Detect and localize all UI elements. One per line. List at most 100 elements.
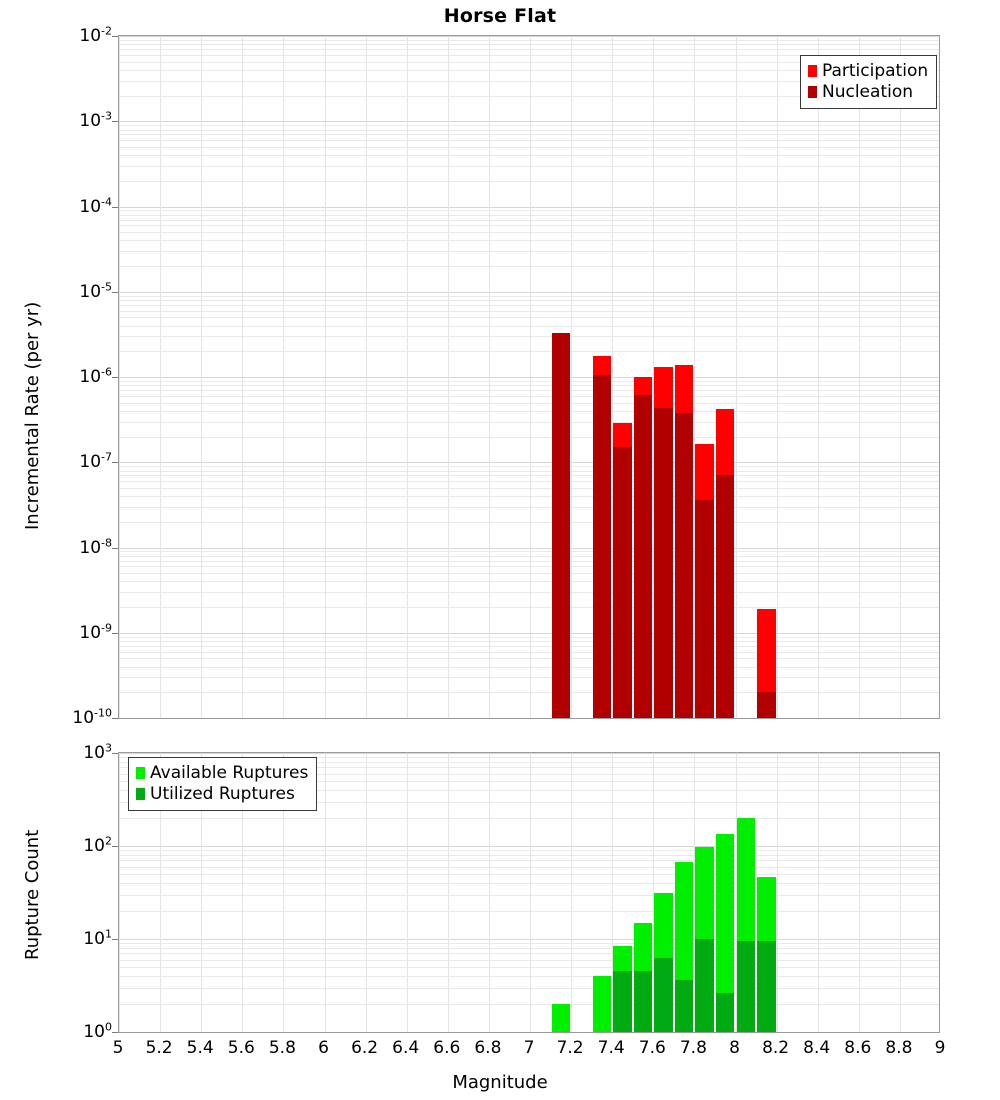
y-axis-tick-label: 10-3 — [79, 109, 112, 132]
gridline-horizontal — [119, 953, 939, 955]
legend-swatch-icon — [136, 767, 145, 780]
bar — [572, 753, 591, 1032]
gridline-vertical — [407, 36, 408, 718]
gridline-vertical — [694, 36, 695, 718]
gridline-horizontal — [119, 317, 939, 319]
bar — [715, 753, 735, 1032]
gridline-vertical — [818, 753, 819, 1032]
bar-segment-outer — [551, 1004, 571, 1032]
bar — [757, 753, 776, 1032]
y-axis-tick-label: 10-8 — [79, 535, 112, 558]
y-axis-tick-mark — [112, 121, 118, 123]
x-axis-tick-label: 7.8 — [679, 1038, 707, 1058]
gridline-horizontal — [119, 219, 939, 221]
gridline-horizontal — [119, 165, 939, 167]
gridline-horizontal — [119, 573, 939, 575]
gridline-vertical — [736, 36, 737, 718]
y-axis-tick-mark — [112, 547, 118, 549]
gridline-vertical — [777, 36, 778, 718]
gridline-vertical — [777, 753, 778, 1032]
bar — [695, 753, 714, 1032]
y-axis-tick-mark — [112, 1032, 118, 1033]
gridline-vertical — [571, 753, 572, 1032]
bar — [736, 753, 756, 1032]
bar-segment-inner — [715, 475, 735, 718]
gridline-horizontal — [119, 658, 939, 660]
gridline-horizontal — [119, 496, 939, 498]
gridline-horizontal — [119, 873, 939, 875]
bar-segment-inner — [551, 332, 571, 718]
gridline-vertical — [900, 36, 901, 718]
gridline-horizontal — [119, 666, 939, 668]
gridline-horizontal — [119, 436, 939, 438]
gridline-vertical — [325, 36, 326, 718]
gridline-horizontal — [119, 959, 939, 961]
y-axis-tick-label: 10-7 — [79, 450, 112, 473]
legend-swatch-icon — [808, 65, 817, 78]
gridline-horizontal — [119, 966, 939, 968]
gridline-horizontal — [119, 206, 939, 208]
x-axis-tick-label: 6.2 — [351, 1038, 379, 1058]
gridline-horizontal — [119, 266, 939, 268]
bar — [715, 36, 735, 718]
y-axis-tick-mark — [112, 753, 118, 754]
y-axis-tick-label: 10-4 — [79, 194, 112, 217]
gridline-horizontal — [119, 860, 939, 862]
x-axis-tick-label: 7.6 — [638, 1038, 666, 1058]
gridline-horizontal — [119, 240, 939, 242]
gridline-horizontal — [119, 402, 939, 404]
bar — [551, 753, 571, 1032]
gridline-horizontal — [119, 780, 939, 782]
gridline-horizontal — [119, 146, 939, 148]
x-axis-tick-label: 6 — [318, 1038, 329, 1058]
gridline-horizontal — [119, 636, 939, 638]
gridline-horizontal — [119, 336, 939, 338]
x-axis-tick-label: 5.8 — [268, 1038, 296, 1058]
legend-item: Participation — [808, 61, 928, 82]
gridline-horizontal — [119, 121, 939, 123]
y-axis-tick-mark — [112, 632, 118, 634]
gridline-horizontal — [119, 641, 939, 642]
gridline-horizontal — [119, 753, 939, 754]
gridline-horizontal — [119, 1004, 939, 1005]
y-axis-tick-label: 102 — [83, 834, 112, 856]
gridline-horizontal — [119, 310, 939, 312]
gridline-horizontal — [119, 225, 939, 227]
gridline-horizontal — [119, 607, 939, 609]
y-axis-tick-mark — [112, 206, 118, 208]
gridline-horizontal — [119, 592, 939, 594]
gridline-horizontal — [119, 214, 939, 216]
gridline-horizontal — [119, 566, 939, 568]
gridline-vertical — [859, 36, 860, 718]
gridline-vertical — [201, 36, 202, 718]
gridline-vertical — [859, 753, 860, 1032]
gridline-horizontal — [119, 325, 939, 327]
gridline-horizontal — [119, 939, 939, 940]
bar-segment-inner — [592, 375, 612, 718]
gridline-vertical — [201, 753, 202, 1032]
gridline-horizontal — [119, 547, 939, 549]
gridline-horizontal — [119, 948, 939, 949]
gridline-horizontal — [119, 80, 939, 82]
bar-segment-inner — [695, 939, 714, 1032]
x-axis-tick-label: 5.4 — [186, 1038, 214, 1058]
y-axis-tick-label: 100 — [83, 1020, 112, 1042]
gridline-horizontal — [119, 943, 939, 945]
gridline-vertical — [160, 36, 161, 718]
y-axis-tick-label: 10-6 — [79, 365, 112, 387]
x-axis-tick-label: 5 — [112, 1038, 124, 1058]
bar — [613, 753, 632, 1032]
gridline-horizontal — [119, 801, 939, 803]
gridline-horizontal — [119, 380, 939, 382]
bar-segment-inner — [736, 941, 756, 1032]
gridline-horizontal — [119, 632, 939, 634]
y-axis-tick-mark — [112, 846, 118, 847]
bar — [633, 753, 653, 1032]
x-axis-label: Magnitude — [452, 1072, 548, 1093]
gridline-horizontal — [119, 54, 939, 56]
gridline-vertical — [325, 753, 326, 1032]
gridline-vertical — [653, 753, 654, 1032]
gridline-horizontal — [119, 1032, 939, 1033]
bar-segment-outer — [757, 609, 776, 718]
gridline-horizontal — [119, 395, 939, 397]
